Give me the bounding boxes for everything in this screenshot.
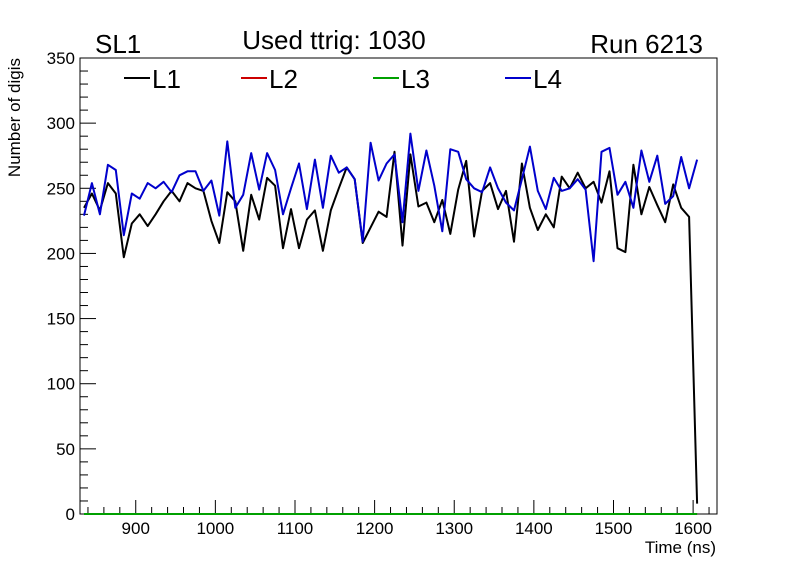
- legend-label-l2: L2: [269, 64, 298, 94]
- x-tick-label: 1400: [515, 519, 553, 538]
- legend-label-l1: L1: [152, 64, 181, 94]
- series-line-l4: [83, 132, 699, 263]
- x-tick-label: 900: [122, 519, 150, 538]
- data-series: [83, 132, 699, 515]
- series-line-l1: [83, 150, 699, 504]
- legend: L1 L2 L3 L4: [124, 64, 562, 94]
- legend-label-l3: L3: [401, 64, 430, 94]
- y-tick-label: 300: [47, 114, 75, 133]
- x-tick-label: 1100: [277, 519, 314, 538]
- y-tick-label: 200: [47, 244, 75, 263]
- axis-ticks: 0 50 100 150 200 250 300 350 900 1000 1100 1200 1300…: [47, 49, 712, 538]
- y-tick-label: 250: [47, 179, 75, 198]
- x-tick-label: 1300: [435, 519, 473, 538]
- x-tick-label: 1000: [196, 519, 234, 538]
- y-tick-label: 150: [47, 310, 75, 329]
- y-tick-label: 100: [47, 375, 75, 394]
- y-tick-label: 0: [66, 505, 75, 524]
- x-tick-label: 1500: [595, 519, 633, 538]
- legend-label-l4: L4: [533, 64, 562, 94]
- superlayer-label: SL1: [95, 29, 141, 59]
- x-tick-label: 1200: [356, 519, 394, 538]
- y-tick-label: 50: [56, 440, 75, 459]
- run-label: Run 6213: [590, 29, 703, 59]
- chart-title: Used ttrig: 1030: [242, 25, 426, 55]
- y-axis-label: Number of digis: [5, 58, 24, 177]
- x-tick-label: 1600: [674, 519, 712, 538]
- y-tick-label: 350: [47, 49, 75, 68]
- x-axis-label: Time (ns): [645, 538, 716, 557]
